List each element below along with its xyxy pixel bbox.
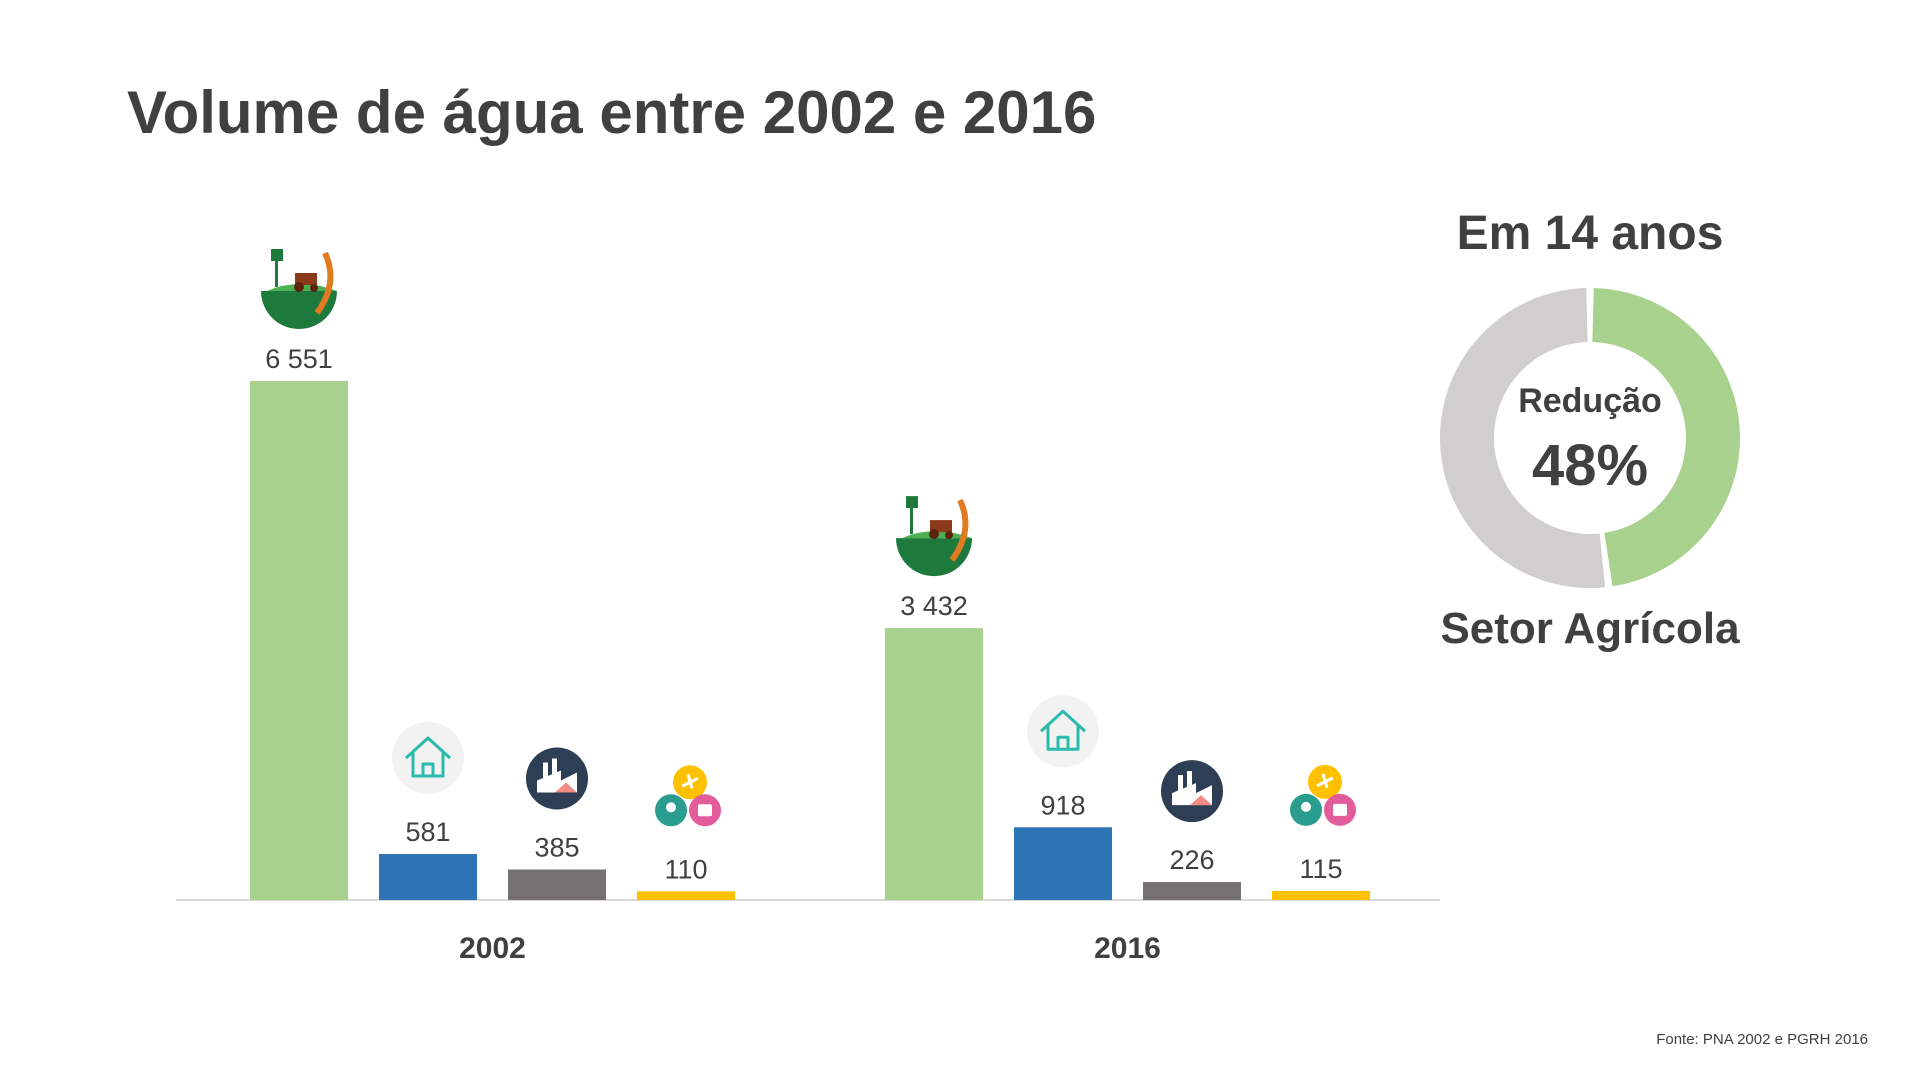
- data-label-2016-industrial: 226: [1169, 845, 1214, 875]
- data-label-2002-agricola: 6 551: [265, 344, 333, 374]
- bar-2016-industrial: [1143, 882, 1241, 900]
- donut-inner-label: Redução: [1518, 382, 1662, 420]
- donut-segment-reduction: [1592, 288, 1740, 587]
- tick-label-2002: 2002: [459, 932, 526, 965]
- house-icon: [1027, 695, 1099, 768]
- donut-heading: Em 14 anos: [1456, 207, 1724, 260]
- donut-segment-remaining: [1440, 288, 1606, 588]
- bar-2002-domestico: [379, 853, 477, 900]
- tourism-icon: [655, 765, 721, 827]
- house-icon: [392, 721, 464, 794]
- bar-2002-agricola: [250, 381, 348, 900]
- source-note: Fonte: PNA 2002 e PGRH 2016: [1656, 1031, 1868, 1048]
- factory-icon: [1161, 760, 1223, 823]
- data-label-2002-industrial: 385: [534, 832, 579, 862]
- bar-2016-agricola: [885, 628, 983, 900]
- data-label-2002-domestico: 581: [405, 817, 450, 847]
- data-label-2016-domestico: 918: [1040, 790, 1085, 820]
- bar-2016-turismo: [1272, 890, 1370, 900]
- bar-2016-domestico: [1014, 827, 1112, 900]
- tick-label-2016: 2016: [1094, 932, 1161, 965]
- data-label-2016-agricola: 3 432: [900, 591, 968, 621]
- bars-layer: [250, 381, 1370, 900]
- chart-title: Volume de água entre 2002 e 2016: [127, 79, 1097, 146]
- tick-labels-layer: 2002 2016: [459, 932, 1161, 965]
- donut-subtitle: Setor Agrícola: [1440, 604, 1740, 653]
- data-label-2002-turismo: 110: [664, 854, 707, 884]
- tourism-icon: [1290, 764, 1356, 826]
- bar-2002-industrial: [508, 869, 606, 900]
- data-label-2016-turismo: 115: [1299, 854, 1342, 884]
- donut-value: 48%: [1531, 433, 1649, 498]
- agriculture-icon: [261, 245, 337, 329]
- agriculture-icon: [896, 492, 972, 577]
- bar-2002-turismo: [637, 891, 735, 900]
- donut-chart: [1440, 288, 1740, 588]
- icons-layer: [261, 245, 1356, 827]
- labels-layer: 6 551 581 385 110 3 432 918 226 115: [265, 344, 1342, 884]
- bar-chart: 6 551 581 385 110 3 432 918 226 115 2002 2016: [176, 245, 1440, 965]
- factory-icon: [526, 747, 588, 810]
